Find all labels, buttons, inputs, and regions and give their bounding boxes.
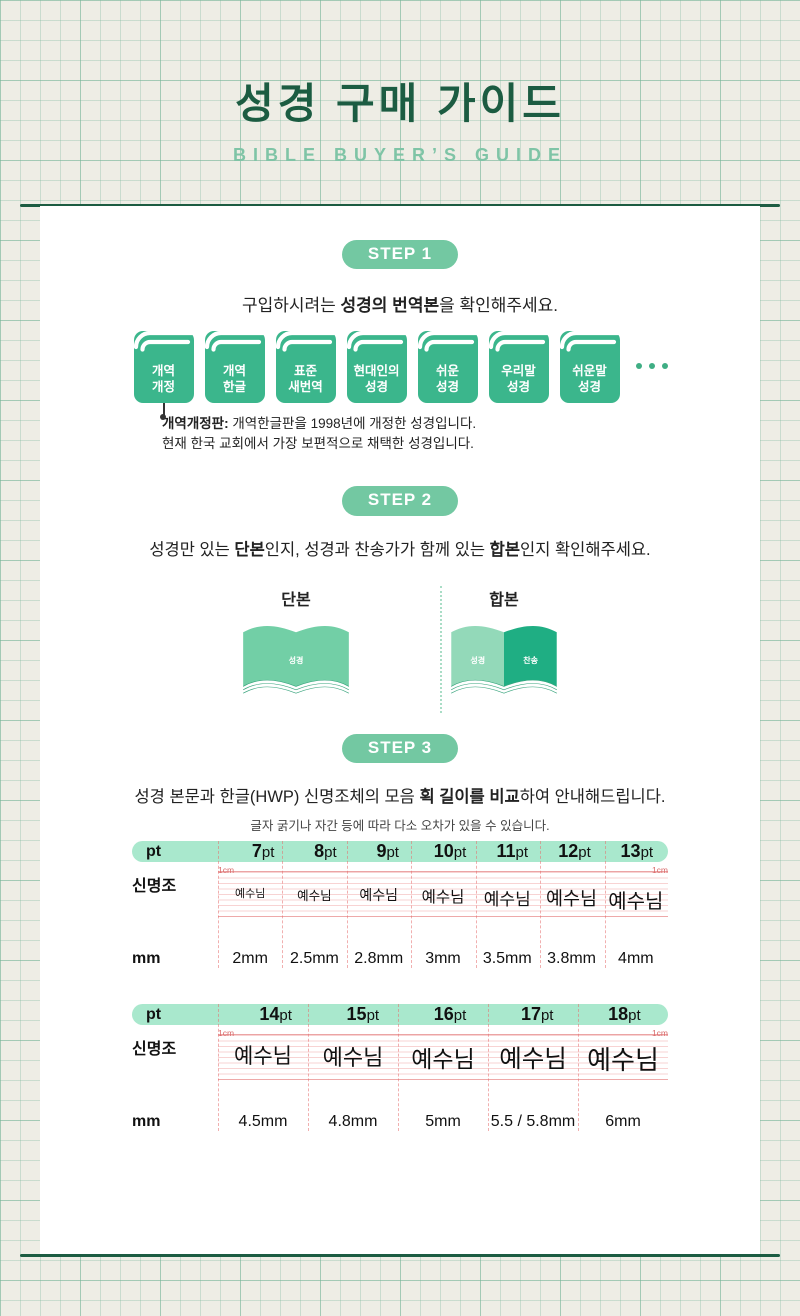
svg-text:찬송: 찬송 xyxy=(523,655,538,665)
svg-text:성경: 성경 xyxy=(289,655,304,665)
svg-text:성경: 성경 xyxy=(470,655,485,665)
